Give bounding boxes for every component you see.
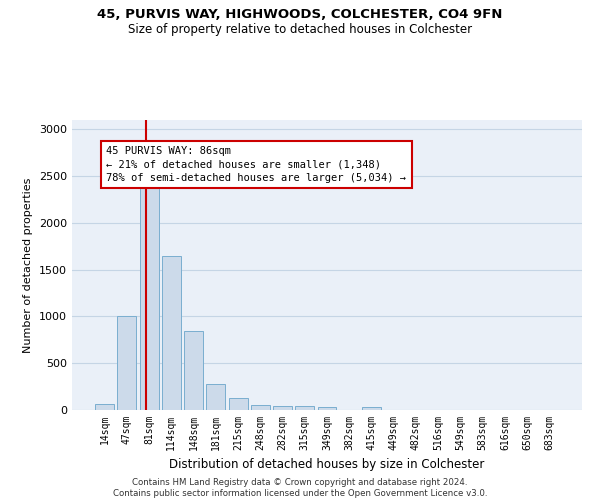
Bar — [362, 408, 381, 410]
Bar — [206, 384, 225, 410]
Bar — [95, 404, 114, 410]
Bar — [184, 332, 203, 410]
Bar — [295, 406, 314, 410]
Bar — [229, 398, 248, 410]
Bar — [251, 405, 270, 410]
Bar — [162, 256, 181, 410]
Bar — [140, 179, 158, 410]
Bar — [118, 316, 136, 410]
Bar — [273, 406, 292, 410]
Text: Contains HM Land Registry data © Crown copyright and database right 2024.
Contai: Contains HM Land Registry data © Crown c… — [113, 478, 487, 498]
Text: 45 PURVIS WAY: 86sqm
← 21% of detached houses are smaller (1,348)
78% of semi-de: 45 PURVIS WAY: 86sqm ← 21% of detached h… — [106, 146, 406, 182]
Text: 45, PURVIS WAY, HIGHWOODS, COLCHESTER, CO4 9FN: 45, PURVIS WAY, HIGHWOODS, COLCHESTER, C… — [97, 8, 503, 20]
Y-axis label: Number of detached properties: Number of detached properties — [23, 178, 34, 352]
X-axis label: Distribution of detached houses by size in Colchester: Distribution of detached houses by size … — [169, 458, 485, 471]
Bar — [317, 408, 337, 410]
Text: Size of property relative to detached houses in Colchester: Size of property relative to detached ho… — [128, 22, 472, 36]
